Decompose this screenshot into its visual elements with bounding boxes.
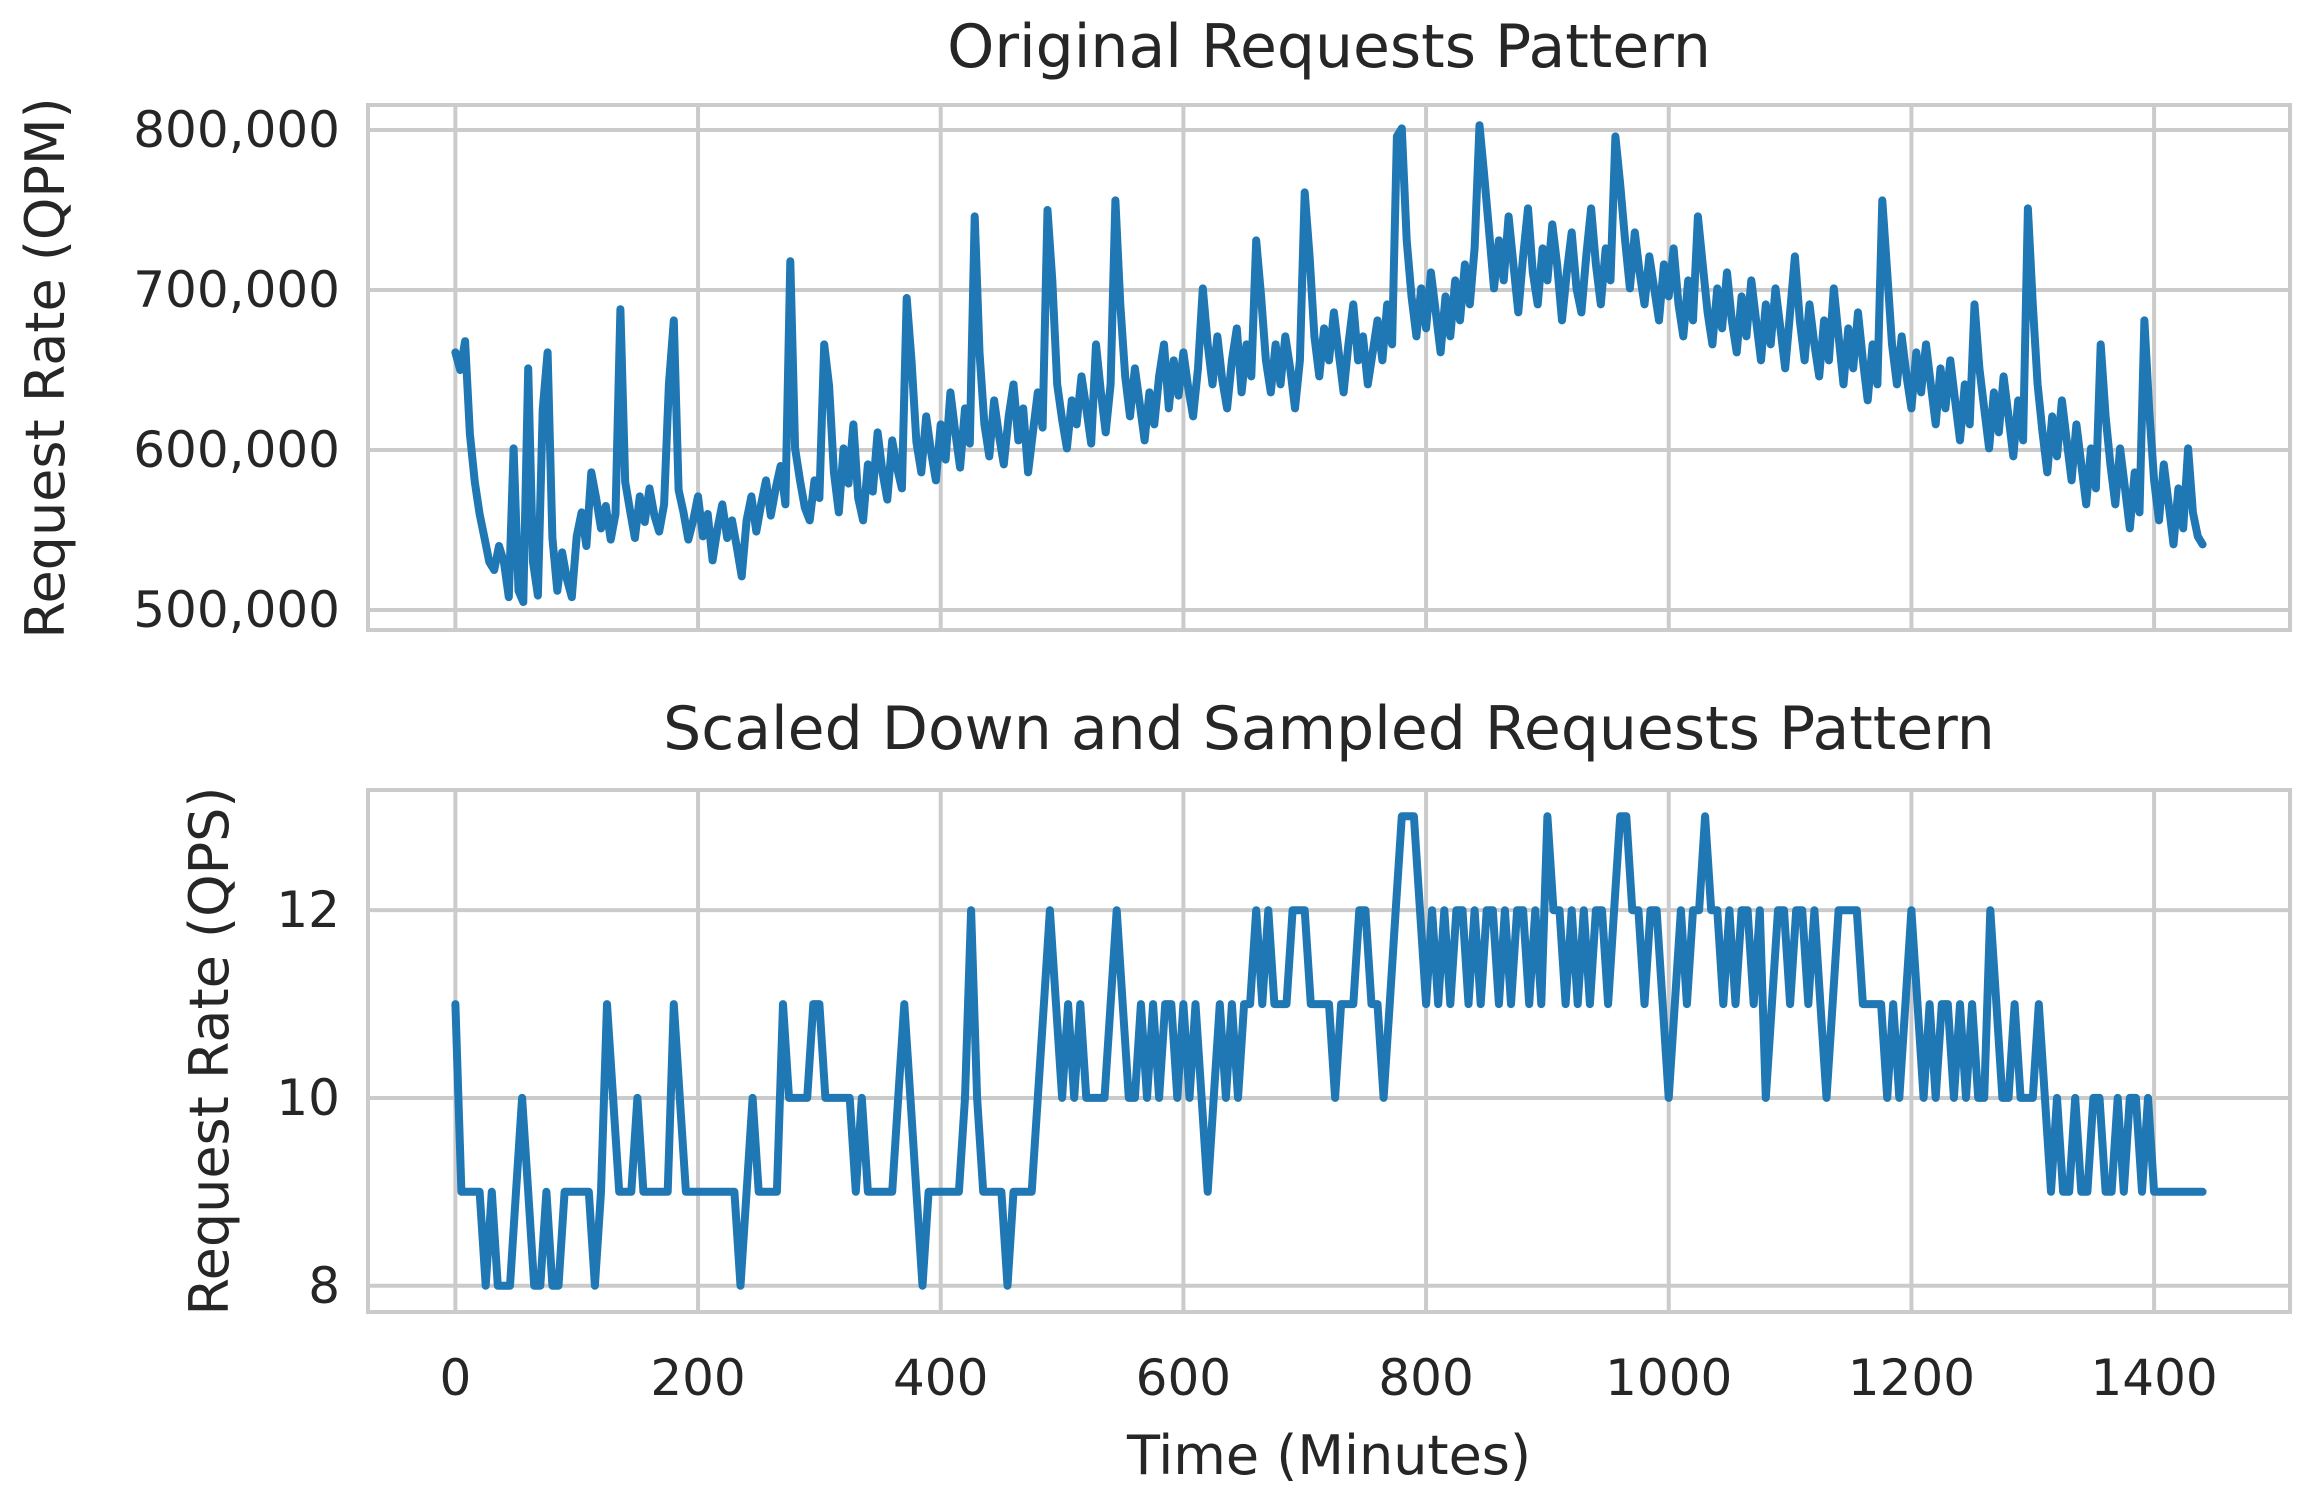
plot-spines bbox=[366, 788, 2292, 1314]
x-tick-label: 1000 bbox=[1605, 1349, 1733, 1407]
series-line bbox=[451, 812, 2207, 1290]
y-tick-label: 600,000 bbox=[133, 420, 340, 479]
plot-spines bbox=[366, 103, 2292, 632]
bottom-chart-title: Scaled Down and Sampled Requests Pattern bbox=[663, 694, 1995, 764]
x-tick-label: 800 bbox=[1378, 1349, 1474, 1407]
y-tick-label: 10 bbox=[276, 1068, 340, 1127]
y-tick-label: 12 bbox=[276, 881, 340, 940]
x-axis-label: Time (Minutes) bbox=[1126, 1424, 1532, 1487]
x-tick-label: 1400 bbox=[2090, 1349, 2218, 1407]
x-tick-label: 1200 bbox=[1847, 1349, 1976, 1407]
y-tick-label: 8 bbox=[308, 1256, 340, 1315]
top-chart-title: Original Requests Pattern bbox=[947, 12, 1711, 82]
y-tick-label: 700,000 bbox=[133, 260, 340, 319]
x-tick-label: 200 bbox=[650, 1349, 746, 1407]
y-tick-label: 500,000 bbox=[133, 580, 340, 639]
x-tick-label: 400 bbox=[892, 1349, 989, 1407]
x-tick-label: 600 bbox=[1135, 1349, 1232, 1407]
y-tick-label: 800,000 bbox=[133, 100, 340, 159]
series-line bbox=[451, 121, 2207, 606]
x-tick-label: 0 bbox=[439, 1349, 472, 1407]
